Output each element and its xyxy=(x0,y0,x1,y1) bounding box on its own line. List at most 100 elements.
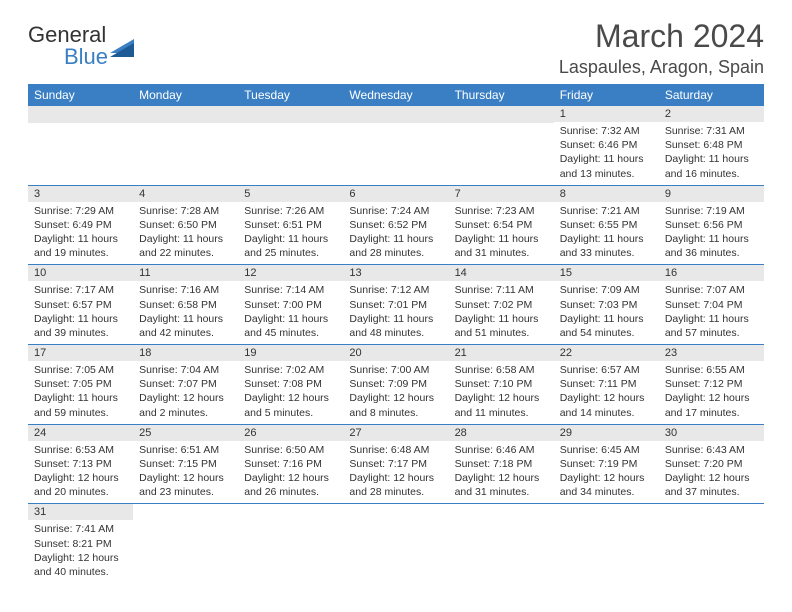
weekday-header: Monday xyxy=(133,84,238,106)
calendar-row: 24Sunrise: 6:53 AMSunset: 7:13 PMDayligh… xyxy=(28,424,764,504)
calendar-cell xyxy=(554,504,659,583)
month-title: March 2024 xyxy=(559,18,764,55)
calendar-cell: 13Sunrise: 7:12 AMSunset: 7:01 PMDayligh… xyxy=(343,265,448,345)
calendar-cell: 10Sunrise: 7:17 AMSunset: 6:57 PMDayligh… xyxy=(28,265,133,345)
calendar-cell xyxy=(28,106,133,185)
day-details: Sunrise: 7:02 AMSunset: 7:08 PMDaylight:… xyxy=(238,361,343,424)
day-number: 29 xyxy=(554,425,659,441)
day-number: 6 xyxy=(343,186,448,202)
calendar-cell: 5Sunrise: 7:26 AMSunset: 6:51 PMDaylight… xyxy=(238,185,343,265)
logo: General Blue xyxy=(28,24,134,68)
calendar-cell xyxy=(238,504,343,583)
calendar-cell: 11Sunrise: 7:16 AMSunset: 6:58 PMDayligh… xyxy=(133,265,238,345)
day-details: Sunrise: 7:05 AMSunset: 7:05 PMDaylight:… xyxy=(28,361,133,424)
day-number: 2 xyxy=(659,106,764,122)
day-number: 17 xyxy=(28,345,133,361)
weekday-header: Thursday xyxy=(449,84,554,106)
day-details: Sunrise: 7:23 AMSunset: 6:54 PMDaylight:… xyxy=(449,202,554,265)
day-details: Sunrise: 7:00 AMSunset: 7:09 PMDaylight:… xyxy=(343,361,448,424)
calendar-cell: 28Sunrise: 6:46 AMSunset: 7:18 PMDayligh… xyxy=(449,424,554,504)
day-details: Sunrise: 7:04 AMSunset: 7:07 PMDaylight:… xyxy=(133,361,238,424)
day-details: Sunrise: 7:16 AMSunset: 6:58 PMDaylight:… xyxy=(133,281,238,344)
calendar-cell: 16Sunrise: 7:07 AMSunset: 7:04 PMDayligh… xyxy=(659,265,764,345)
calendar-cell: 29Sunrise: 6:45 AMSunset: 7:19 PMDayligh… xyxy=(554,424,659,504)
calendar-cell: 30Sunrise: 6:43 AMSunset: 7:20 PMDayligh… xyxy=(659,424,764,504)
logo-text: General Blue xyxy=(28,24,108,68)
day-details: Sunrise: 7:07 AMSunset: 7:04 PMDaylight:… xyxy=(659,281,764,344)
day-details: Sunrise: 6:50 AMSunset: 7:16 PMDaylight:… xyxy=(238,441,343,504)
logo-flag-icon xyxy=(110,39,134,57)
day-details: Sunrise: 7:29 AMSunset: 6:49 PMDaylight:… xyxy=(28,202,133,265)
calendar-cell: 20Sunrise: 7:00 AMSunset: 7:09 PMDayligh… xyxy=(343,345,448,425)
day-details: Sunrise: 6:57 AMSunset: 7:11 PMDaylight:… xyxy=(554,361,659,424)
day-number: 28 xyxy=(449,425,554,441)
day-details: Sunrise: 7:14 AMSunset: 7:00 PMDaylight:… xyxy=(238,281,343,344)
weekday-header-row: Sunday Monday Tuesday Wednesday Thursday… xyxy=(28,84,764,106)
day-number: 5 xyxy=(238,186,343,202)
weekday-header: Saturday xyxy=(659,84,764,106)
day-number: 8 xyxy=(554,186,659,202)
day-number-empty xyxy=(238,106,343,123)
calendar-cell: 8Sunrise: 7:21 AMSunset: 6:55 PMDaylight… xyxy=(554,185,659,265)
day-number: 27 xyxy=(343,425,448,441)
day-details: Sunrise: 6:58 AMSunset: 7:10 PMDaylight:… xyxy=(449,361,554,424)
day-number: 7 xyxy=(449,186,554,202)
day-number-empty xyxy=(343,106,448,123)
calendar-cell: 9Sunrise: 7:19 AMSunset: 6:56 PMDaylight… xyxy=(659,185,764,265)
weekday-header: Wednesday xyxy=(343,84,448,106)
day-details: Sunrise: 7:12 AMSunset: 7:01 PMDaylight:… xyxy=(343,281,448,344)
day-details: Sunrise: 6:53 AMSunset: 7:13 PMDaylight:… xyxy=(28,441,133,504)
calendar-cell: 22Sunrise: 6:57 AMSunset: 7:11 PMDayligh… xyxy=(554,345,659,425)
day-number: 4 xyxy=(133,186,238,202)
calendar-row: 31Sunrise: 7:41 AMSunset: 8:21 PMDayligh… xyxy=(28,504,764,583)
day-number: 25 xyxy=(133,425,238,441)
calendar-cell: 19Sunrise: 7:02 AMSunset: 7:08 PMDayligh… xyxy=(238,345,343,425)
day-number-empty xyxy=(133,106,238,123)
calendar-cell: 14Sunrise: 7:11 AMSunset: 7:02 PMDayligh… xyxy=(449,265,554,345)
day-details: Sunrise: 6:55 AMSunset: 7:12 PMDaylight:… xyxy=(659,361,764,424)
day-details: Sunrise: 7:17 AMSunset: 6:57 PMDaylight:… xyxy=(28,281,133,344)
calendar-body: 1Sunrise: 7:32 AMSunset: 6:46 PMDaylight… xyxy=(28,106,764,583)
calendar-cell xyxy=(343,504,448,583)
day-number: 15 xyxy=(554,265,659,281)
day-details: Sunrise: 6:46 AMSunset: 7:18 PMDaylight:… xyxy=(449,441,554,504)
calendar-row: 17Sunrise: 7:05 AMSunset: 7:05 PMDayligh… xyxy=(28,345,764,425)
day-number: 3 xyxy=(28,186,133,202)
calendar-cell: 24Sunrise: 6:53 AMSunset: 7:13 PMDayligh… xyxy=(28,424,133,504)
day-number: 30 xyxy=(659,425,764,441)
calendar-cell xyxy=(133,504,238,583)
calendar-cell: 12Sunrise: 7:14 AMSunset: 7:00 PMDayligh… xyxy=(238,265,343,345)
day-details: Sunrise: 7:21 AMSunset: 6:55 PMDaylight:… xyxy=(554,202,659,265)
day-number-empty xyxy=(28,106,133,123)
calendar-cell: 6Sunrise: 7:24 AMSunset: 6:52 PMDaylight… xyxy=(343,185,448,265)
day-details: Sunrise: 7:11 AMSunset: 7:02 PMDaylight:… xyxy=(449,281,554,344)
day-details: Sunrise: 7:28 AMSunset: 6:50 PMDaylight:… xyxy=(133,202,238,265)
calendar-cell xyxy=(449,504,554,583)
day-number: 1 xyxy=(554,106,659,122)
day-number: 21 xyxy=(449,345,554,361)
calendar-cell: 25Sunrise: 6:51 AMSunset: 7:15 PMDayligh… xyxy=(133,424,238,504)
calendar-cell xyxy=(343,106,448,185)
day-number: 23 xyxy=(659,345,764,361)
day-details: Sunrise: 7:24 AMSunset: 6:52 PMDaylight:… xyxy=(343,202,448,265)
day-details: Sunrise: 6:48 AMSunset: 7:17 PMDaylight:… xyxy=(343,441,448,504)
calendar-table: Sunday Monday Tuesday Wednesday Thursday… xyxy=(28,84,764,583)
calendar-cell xyxy=(659,504,764,583)
title-block: March 2024 Laspaules, Aragon, Spain xyxy=(559,18,764,78)
day-number: 10 xyxy=(28,265,133,281)
calendar-cell: 26Sunrise: 6:50 AMSunset: 7:16 PMDayligh… xyxy=(238,424,343,504)
day-number: 9 xyxy=(659,186,764,202)
day-details: Sunrise: 6:43 AMSunset: 7:20 PMDaylight:… xyxy=(659,441,764,504)
day-number: 13 xyxy=(343,265,448,281)
calendar-cell: 4Sunrise: 7:28 AMSunset: 6:50 PMDaylight… xyxy=(133,185,238,265)
calendar-cell xyxy=(449,106,554,185)
day-number: 18 xyxy=(133,345,238,361)
calendar-cell: 23Sunrise: 6:55 AMSunset: 7:12 PMDayligh… xyxy=(659,345,764,425)
calendar-cell: 2Sunrise: 7:31 AMSunset: 6:48 PMDaylight… xyxy=(659,106,764,185)
calendar-cell: 1Sunrise: 7:32 AMSunset: 6:46 PMDaylight… xyxy=(554,106,659,185)
weekday-header: Tuesday xyxy=(238,84,343,106)
day-details: Sunrise: 7:19 AMSunset: 6:56 PMDaylight:… xyxy=(659,202,764,265)
weekday-header: Friday xyxy=(554,84,659,106)
day-number: 20 xyxy=(343,345,448,361)
day-details: Sunrise: 7:32 AMSunset: 6:46 PMDaylight:… xyxy=(554,122,659,185)
